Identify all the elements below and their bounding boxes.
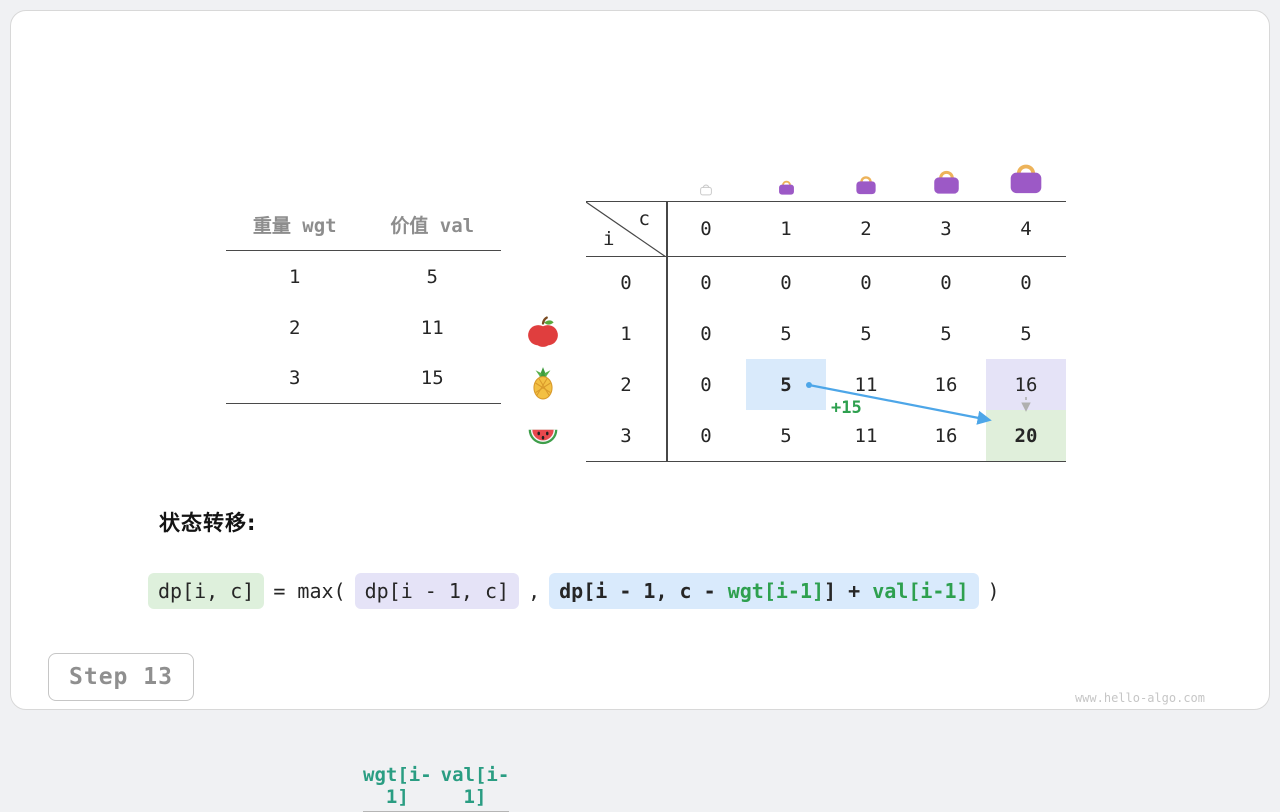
dp-cell: 5 <box>940 322 952 345</box>
dp-corner-cell: c i <box>586 202 666 257</box>
item-row-1: 1 5 <box>226 251 501 302</box>
col-header-3: 3 <box>940 218 952 240</box>
formula-lhs: dp[i, c] <box>148 573 265 609</box>
items-table-header: 重量 wgt 价值 val <box>226 199 501 251</box>
item-1-value: 5 <box>426 265 438 288</box>
dp-cell: 0 <box>1020 271 1032 294</box>
col-header-4: 4 <box>1020 218 1032 240</box>
formula-arg-take-prefix: dp[i - 1, c - <box>559 579 728 603</box>
item-3-value: 15 <box>420 367 444 389</box>
pineapple-icon <box>526 366 560 400</box>
formula-close-paren: ) <box>987 579 1000 603</box>
formula-wgt-term: wgt[i-1] <box>727 579 825 603</box>
diagram-card: 重量 wgt 价值 val wgt[i-1] val[i-1] 1 5 2 11… <box>10 10 1270 812</box>
formula-val-term: val[i-1] <box>872 579 969 603</box>
capacity-icons-row <box>666 147 1066 199</box>
state-transition-formula: dp[i, c] = max( dp[i - 1, c] , dp[i - 1,… <box>148 573 1000 609</box>
corner-col-label: c <box>638 208 650 230</box>
dp-row-2: 2 0 5 11 16 16 <box>586 359 1066 410</box>
dp-cell: 16 <box>934 424 958 447</box>
value-header: 价值 val <box>390 215 475 237</box>
item-1-weight: 1 <box>289 265 301 288</box>
formula-arg-take-mid: ] + <box>824 579 873 603</box>
dp-cell: 5 <box>1020 322 1032 345</box>
dp-cell: 11 <box>854 424 878 447</box>
col-header-2: 2 <box>860 218 872 240</box>
bag-small-icon <box>746 147 826 199</box>
step-badge: Step 13 <box>48 653 194 701</box>
item-row-3: 3 15 <box>226 353 501 404</box>
dp-row-0: 0 0 0 0 0 0 <box>586 257 1066 308</box>
dp-header-row: c i 0 1 2 3 4 <box>586 202 1066 257</box>
item-row-2: 2 11 <box>226 302 501 353</box>
dp-cell-source-highlight: 5 <box>746 359 826 410</box>
dp-table-divider <box>666 202 668 461</box>
col-header-0: 0 <box>700 218 712 240</box>
dp-cell-prev-highlight: 16 <box>986 359 1066 410</box>
dp-cell: 0 <box>700 373 712 396</box>
item-3-weight: 3 <box>289 367 301 389</box>
dp-table: c i 0 1 2 3 4 0 0 0 0 0 0 1 0 5 5 5 5 2 … <box>586 201 1066 462</box>
dp-cell: 5 <box>780 424 792 447</box>
dp-cell: 5 <box>860 322 872 345</box>
dp-cell: 0 <box>860 271 872 294</box>
dp-row-1: 1 0 5 5 5 5 <box>586 308 1066 359</box>
dp-cell: 0 <box>700 271 712 294</box>
dp-row-3: 3 0 5 11 16 20 <box>586 410 1066 461</box>
dp-cell: 5 <box>780 322 792 345</box>
formula-equals-max: = max( <box>273 579 346 603</box>
formula-arg-keep: dp[i - 1, c] <box>354 573 520 609</box>
plus-value-annotation: +15 <box>831 398 862 418</box>
row-label-3: 3 <box>620 424 632 447</box>
items-table-formula-row: wgt[i-1] val[i-1] <box>363 761 510 812</box>
dp-cell: 0 <box>700 424 712 447</box>
row-label-2: 2 <box>620 373 632 396</box>
wgt-formula: wgt[i-1] <box>363 764 432 808</box>
dp-cell: 16 <box>934 373 958 396</box>
val-formula: val[i-1] <box>440 764 510 808</box>
formula-comma: , <box>528 579 541 603</box>
watermark: www.hello-algo.com <box>1074 691 1205 705</box>
bag-xlarge-icon <box>986 147 1066 199</box>
bag-large-icon <box>906 147 986 199</box>
row-label-1: 1 <box>620 322 632 345</box>
apple-icon <box>526 315 560 349</box>
bag-medium-icon <box>826 147 906 199</box>
watermelon-icon <box>526 417 560 451</box>
dp-cell: 0 <box>700 322 712 345</box>
bag-empty-icon <box>666 147 746 199</box>
dp-cell-result-highlight: 20 <box>986 410 1066 461</box>
item-2-weight: 2 <box>289 316 301 339</box>
row-label-0: 0 <box>620 271 632 294</box>
formula-arg-take: dp[i - 1, c - wgt[i-1]] + val[i-1] <box>549 573 979 609</box>
dp-cell: 0 <box>940 271 952 294</box>
items-table: 重量 wgt 价值 val wgt[i-1] val[i-1] 1 5 2 11… <box>226 199 510 812</box>
corner-row-label: i <box>603 228 615 250</box>
transition-label: 状态转移: <box>159 511 257 535</box>
item-2-value: 11 <box>420 316 444 339</box>
col-header-1: 1 <box>780 218 792 240</box>
dp-cell: 0 <box>780 271 792 294</box>
weight-header: 重量 wgt <box>252 215 337 237</box>
